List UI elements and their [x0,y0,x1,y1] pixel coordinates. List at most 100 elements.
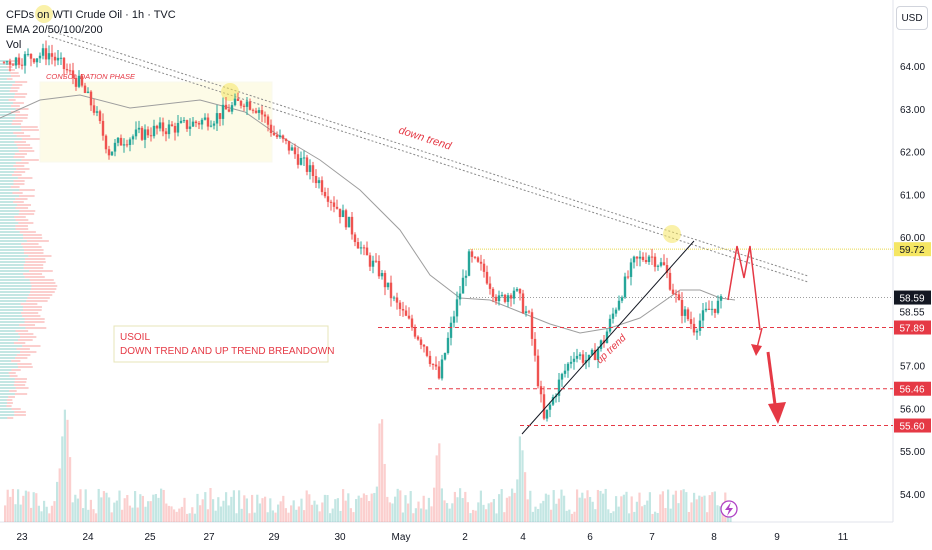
volume-bar [128,505,131,522]
candle-body [485,271,489,284]
candle-body [371,260,375,267]
volume-bar [414,508,417,522]
volume-bar [248,513,251,522]
currency-button[interactable]: USD [896,6,928,30]
volume-profile-bar [17,363,32,365]
volume-bar [245,498,248,522]
volume-bar [443,500,446,522]
volume-bar [342,489,345,522]
candle-body [224,104,228,110]
candle-body [482,263,486,272]
volume-bar [633,511,636,522]
volume-bar [323,494,326,522]
candle-body [386,282,390,288]
candle-body [713,308,717,313]
volume-indicator-label[interactable]: Vol [6,39,22,51]
volume-bar [521,450,524,522]
volume-profile-bar [0,75,11,77]
volume-profile-bar [17,339,33,341]
volume-bar [162,489,165,522]
volume-profile-bar [23,252,44,254]
volume-profile-bar [22,246,42,248]
candle-body [191,121,195,127]
volume-profile-bar [0,63,12,65]
volume-profile-bar [25,261,46,263]
candle-body [11,64,15,66]
volume-bar [474,510,477,522]
volume-bar [446,503,449,522]
volume-profile-bar [0,324,20,326]
volume-profile-bar [22,309,42,311]
volume-profile-bar [8,99,16,101]
volume-bar [661,491,664,522]
volume-profile-bar [0,231,20,233]
candle-body [278,135,282,138]
projection-zigzag [727,245,761,331]
volume-bar [9,496,12,522]
volume-bar [524,472,527,522]
volume-bar [329,513,332,522]
volume-profile-bar [23,237,43,239]
volume-bar [576,489,579,522]
volume-bar [199,505,202,522]
volume-profile-bar [15,225,28,227]
volume-bar [149,501,152,522]
y-tick-label: 54.00 [900,490,925,501]
volume-profile-bar [19,210,36,212]
volume-profile-bar [14,81,28,83]
candle-body [161,122,165,132]
candle-body [188,126,192,129]
candle-body [452,316,456,323]
volume-profile-bar [0,294,29,296]
volume-profile-bar [0,207,16,209]
candle-body [197,123,201,125]
volume-bar [69,457,72,522]
y-tick-label: 55.00 [900,447,925,458]
volume-profile-bar [0,189,20,191]
volume-bar [503,512,506,522]
candle-body [140,127,144,140]
volume-bar [45,506,48,522]
ema-indicator-label[interactable]: EMA 20/50/100/200 [6,24,103,36]
candle-body [323,191,327,197]
last-price-tag: 58.59 [899,294,924,305]
downtrend-line-upper [47,29,809,277]
volume-bar [115,500,118,522]
candle-body [656,265,660,267]
volume-bar [279,501,282,522]
candle-body [584,360,588,363]
candle-body [473,256,477,258]
candle-body [14,57,18,66]
volume-profile-bar [0,237,24,239]
candle-body [506,295,510,302]
volume-bar [318,511,321,522]
volume-bar [472,509,475,522]
volume-profile-bar [0,183,14,185]
volume-bar [206,509,209,522]
candle-body [62,57,66,70]
volume-profile-bar [0,126,21,128]
candle-body [254,110,258,113]
candle-body [236,98,240,101]
volume-bar [495,513,498,522]
volume-bar [674,490,677,522]
volume-profile-bar [11,111,21,113]
uptrend-label: up trend [594,332,628,366]
candle-body [515,288,519,291]
volume-bar [222,500,225,522]
volume-profile-bar [0,267,24,269]
volume-bar [264,496,267,522]
volume-bar [381,419,384,522]
candle-body [29,53,33,59]
volume-profile-bar [0,321,25,323]
volume-profile-bar [11,369,21,371]
volume-bar [6,489,9,522]
volume-bar [591,501,594,522]
candle-body [677,294,681,301]
candle-body [275,135,279,138]
volume-bar [542,500,545,522]
candle-body [719,296,723,301]
symbol-title[interactable]: CFDs on WTI Crude Oil · 1h · TVC [6,9,176,21]
volume-profile-bar [0,276,25,278]
